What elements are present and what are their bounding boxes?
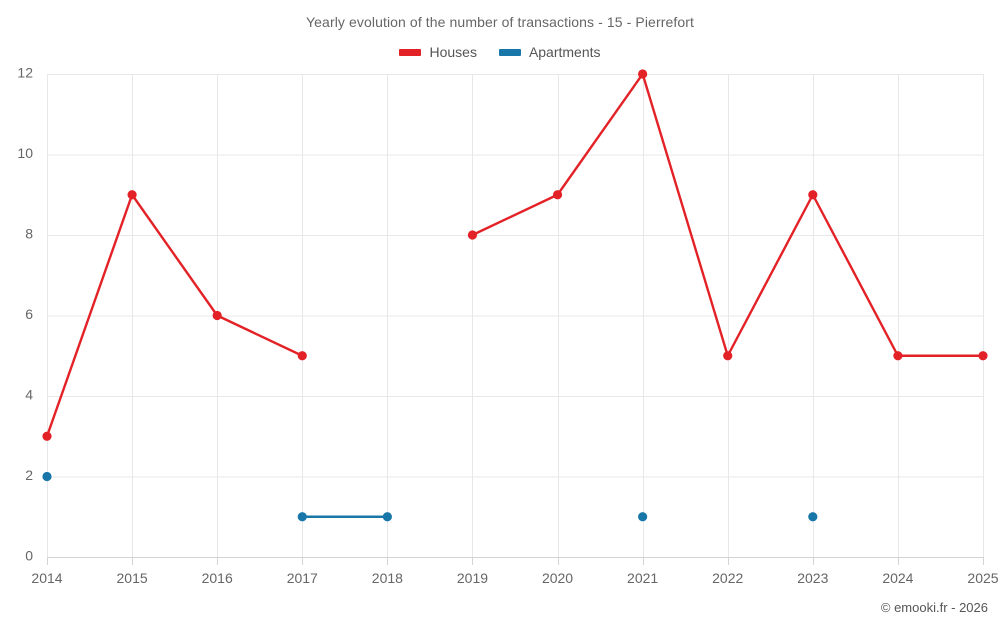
data-point-houses-2017 [297, 351, 307, 361]
data-point-houses-2023 [808, 190, 818, 200]
chart-title: Yearly evolution of the number of transa… [306, 14, 694, 30]
data-point-houses-2020 [552, 190, 563, 200]
series-line-houses [471, 72, 985, 357]
x-axis-tick-label: 2022 [712, 570, 743, 586]
x-axis-tick-label: 2019 [457, 570, 488, 586]
series-line-houses [45, 193, 304, 438]
x-axis-tick-label: 2025 [967, 570, 998, 586]
x-axis-tick-label: 2020 [542, 570, 573, 586]
data-point-houses-2014 [42, 431, 52, 441]
data-point-houses-2019 [467, 230, 478, 240]
y-axis-tick-label: 8 [25, 226, 33, 242]
data-point-apartments-2017 [297, 512, 307, 522]
x-axis-tick-label: 2018 [372, 570, 403, 586]
legend-swatch-houses [399, 48, 422, 56]
y-axis-tick-label: 0 [25, 548, 33, 564]
x-axis-tick-label: 2014 [31, 570, 62, 586]
data-point-houses-2022 [723, 351, 733, 361]
series-apartments [42, 471, 818, 522]
series-houses [42, 69, 988, 441]
y-axis-tick-label: 2 [25, 467, 33, 483]
data-point-houses-2025 [978, 351, 988, 361]
y-axis-tick-label: 12 [17, 65, 33, 81]
x-axis-tick-label: 2023 [797, 570, 828, 586]
data-point-apartments-2021 [638, 512, 648, 522]
x-axis-tick-label: 2016 [202, 570, 233, 586]
data-point-apartments-2014 [42, 471, 52, 482]
x-axis-tick-label: 2021 [627, 570, 658, 586]
data-point-houses-2024 [893, 351, 903, 361]
legend-item-houses[interactable]: Houses [399, 44, 477, 60]
chart-legend: Houses Apartments [0, 44, 1000, 60]
y-axis-tick-label: 4 [25, 387, 33, 403]
data-point-houses-2021 [638, 69, 648, 79]
legend-label-houses: Houses [429, 44, 477, 60]
y-axis-tick-label: 10 [17, 145, 33, 161]
data-point-apartments-2023 [808, 512, 818, 522]
x-axis-tick-label: 2024 [882, 570, 913, 586]
x-axis-tick-label: 2015 [117, 570, 148, 586]
data-point-houses-2016 [212, 310, 222, 321]
legend-item-apartments[interactable]: Apartments [498, 44, 601, 60]
y-axis-tick-label: 6 [25, 306, 33, 322]
x-axis-tick-label: 2017 [287, 570, 318, 586]
data-point-apartments-2018 [382, 512, 392, 522]
legend-swatch-apartments [498, 48, 521, 56]
legend-label-apartments: Apartments [528, 44, 601, 60]
data-point-houses-2015 [127, 190, 137, 200]
credit-attribution: © emooki.fr - 2026 [880, 600, 988, 615]
